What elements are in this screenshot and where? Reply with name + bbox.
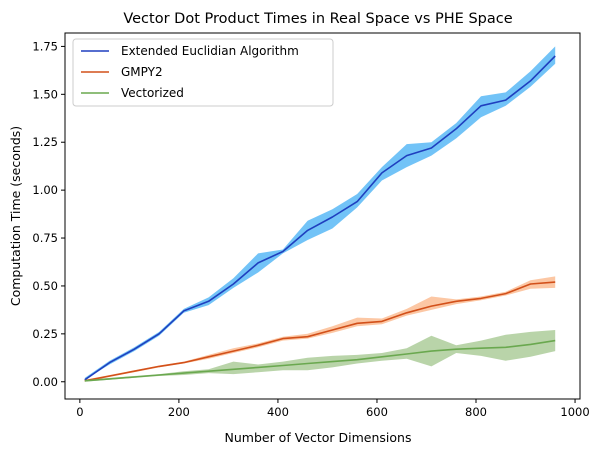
x-tick-label: 0 — [76, 405, 83, 419]
y-tick-label: 1.25 — [32, 135, 58, 149]
x-axis-label: Number of Vector Dimensions — [225, 430, 412, 445]
series-2-confidence-band — [84, 330, 556, 382]
chart-title: Vector Dot Product Times in Real Space v… — [123, 11, 512, 27]
series-1-confidence-band — [84, 276, 556, 382]
y-tick-label: 0.75 — [32, 231, 58, 245]
x-tick-label: 400 — [267, 405, 289, 419]
y-tick-label: 1.00 — [32, 183, 58, 197]
x-tick-label: 800 — [465, 405, 487, 419]
legend: Extended Euclidian Algorithm GMPY2 Vectori… — [72, 38, 334, 107]
legend-label: Vectorized — [121, 86, 184, 100]
y-tick-label: 0.00 — [32, 375, 58, 389]
x-tick-label: 1000 — [560, 405, 589, 419]
y-axis-label: Computation Time (seconds) — [8, 126, 23, 306]
series-2-line — [84, 339, 556, 382]
x-tick-label: 200 — [168, 405, 190, 419]
y-tick-label: 1.75 — [32, 39, 58, 53]
legend-box — [72, 38, 334, 107]
plot-frame — [64, 32, 581, 400]
y-tick-label: 1.50 — [32, 87, 58, 101]
y-tick-label: 0.50 — [32, 279, 58, 293]
legend-label: Extended Euclidian Algorithm — [121, 44, 299, 58]
legend-label: GMPY2 — [121, 65, 163, 79]
x-tick-label: 600 — [366, 405, 388, 419]
y-tick-label: 0.25 — [32, 327, 58, 341]
series-1-line — [84, 281, 556, 382]
series-0-line — [84, 55, 556, 381]
